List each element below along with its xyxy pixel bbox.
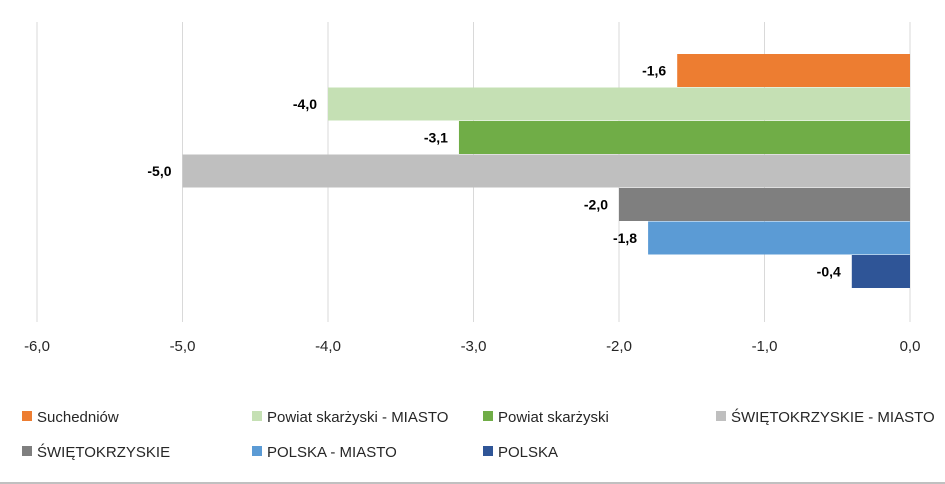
legend-swatch <box>483 411 493 421</box>
x-tick-label: -1,0 <box>752 338 778 355</box>
legend-swatch <box>22 446 32 456</box>
legend-swatch <box>716 411 726 421</box>
x-tick-label: 0,0 <box>900 338 921 355</box>
x-tick-label: -2,0 <box>606 338 632 355</box>
bar <box>328 87 910 121</box>
x-tick-label: -4,0 <box>315 338 341 355</box>
x-tick-label: -5,0 <box>170 338 196 355</box>
legend-label: POLSKA <box>498 444 558 461</box>
x-tick-label: -6,0 <box>24 338 50 355</box>
legend-label: Suchedniów <box>37 409 119 426</box>
legend-swatch <box>252 411 262 421</box>
data-label: -4,0 <box>293 96 317 112</box>
bar <box>851 255 910 288</box>
legend-label: Powiat skarżyski - MIASTO <box>267 409 448 426</box>
data-label: -0,4 <box>817 264 841 280</box>
bar <box>619 188 910 221</box>
bar <box>648 221 910 255</box>
legend-label: ŚWIĘTOKRZYSKIE - MIASTO <box>731 408 935 426</box>
data-label: -1,6 <box>642 63 666 79</box>
bar <box>182 154 910 188</box>
legend-label: POLSKA - MIASTO <box>267 444 397 461</box>
bars <box>182 54 910 288</box>
x-tick-label: -3,0 <box>461 338 487 355</box>
x-axis-ticks: -6,0 -5,0 -4,0 -3,0 -2,0 -1,0 0,0 <box>24 338 920 355</box>
legend-swatch <box>483 446 493 456</box>
bar <box>458 121 910 154</box>
data-labels: -1,6 -4,0 -3,1 -5,0 -2,0 -1,8 -0,4 <box>147 63 841 280</box>
data-label: -1,8 <box>613 230 637 246</box>
data-label: -3,1 <box>424 130 448 146</box>
data-label: -5,0 <box>147 163 171 179</box>
legend-swatch <box>252 446 262 456</box>
legend-label: Powiat skarżyski <box>498 409 609 426</box>
bar <box>677 54 910 87</box>
legend-label: ŚWIĘTOKRZYSKIE <box>37 443 170 461</box>
legend[interactable]: Suchedniów Powiat skarżyski - MIASTO Powia… <box>22 408 935 461</box>
data-label: -2,0 <box>584 197 608 213</box>
legend-swatch <box>22 411 32 421</box>
